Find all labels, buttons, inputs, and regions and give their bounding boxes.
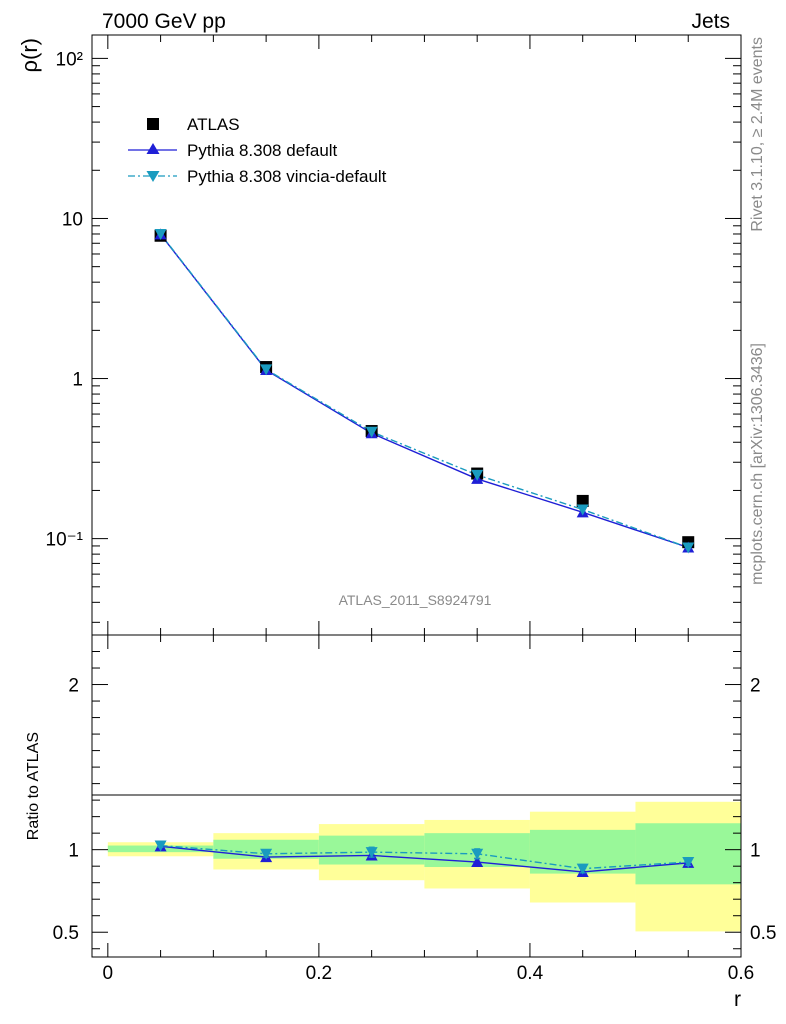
x-axis-label: r bbox=[734, 988, 741, 1011]
beam-title: 7000 GeV pp bbox=[102, 10, 226, 33]
ratio-line-0 bbox=[160, 845, 689, 873]
x-tick-label: 0.4 bbox=[517, 963, 544, 984]
pythia-vincia-point bbox=[682, 542, 695, 554]
ratio-pythia-default-point bbox=[471, 856, 484, 868]
ratio-y-tick-label-left: 0.5 bbox=[53, 923, 79, 944]
legend-label-pythia-default: Pythia 8.308 default bbox=[187, 141, 338, 160]
ratio-pythia-vincia-point bbox=[260, 848, 273, 860]
ratio-pythia-vincia-point bbox=[576, 863, 589, 875]
rivet-version-label: Rivet 3.1.10, ≥ 2.4M events bbox=[749, 37, 766, 232]
process-title: Jets bbox=[691, 10, 730, 33]
pythia-vincia-point bbox=[154, 228, 167, 240]
ratio-y-tick-label-right: 0.5 bbox=[750, 923, 776, 944]
x-tick-label: 0.2 bbox=[306, 963, 332, 984]
atlas-data-point bbox=[576, 494, 589, 507]
pythia-vincia-point bbox=[365, 426, 378, 438]
analysis-tag: ATLAS_2011_S8924791 bbox=[339, 592, 492, 608]
series-lines bbox=[160, 233, 689, 873]
ratio-y-tick-label-right: 2 bbox=[750, 676, 761, 697]
ratio-y-tick-label-left: 2 bbox=[68, 676, 79, 697]
pythia-vincia-point bbox=[576, 504, 589, 516]
legend-marker-pythia-vincia bbox=[146, 171, 160, 182]
main-line-2 bbox=[160, 233, 689, 549]
main-line-1 bbox=[160, 233, 689, 549]
ratio-y-tick-label-right: 1 bbox=[750, 841, 761, 862]
ratio-pythia-vincia-point bbox=[682, 857, 695, 869]
main-y-tick-label: 10⁻¹ bbox=[46, 530, 84, 551]
legend-marker-pythia-default bbox=[146, 143, 160, 154]
x-tick-label: 0.6 bbox=[728, 963, 754, 984]
legend-label-pythia-vincia: Pythia 8.308 vincia-default bbox=[187, 167, 387, 186]
main-y-tick-label: 1 bbox=[72, 370, 83, 391]
x-tick-label: 0 bbox=[103, 963, 114, 984]
mcplots-reference-label: mcplots.cern.ch [arXiv:1306.3436] bbox=[749, 343, 766, 585]
pythia-vincia-point bbox=[260, 364, 273, 376]
legend: ATLAS Pythia 8.308 default Pythia 8.308 … bbox=[128, 115, 387, 186]
ratio-pythia-vincia-point bbox=[154, 840, 167, 852]
main-y-tick-label: 10 bbox=[62, 209, 83, 230]
ratio-y-axis-label: Ratio to ATLAS bbox=[25, 732, 42, 840]
ratio-inner-band-5 bbox=[635, 823, 741, 885]
main-y-axis-label: ρ(r) bbox=[17, 38, 42, 73]
axis-ticks bbox=[92, 35, 742, 957]
axis-tick-labels: 0 0.2 0.4 0.6 10⁻¹ 1 10 10² 0.5 0.5 1 1 2 2 bbox=[46, 49, 777, 984]
main-y-tick-label: 10² bbox=[56, 49, 83, 70]
ratio-pythia-vincia-point bbox=[365, 847, 378, 859]
legend-marker-atlas bbox=[147, 118, 159, 130]
ratio-plot-frame bbox=[91, 634, 742, 958]
ratio-line-1 bbox=[160, 844, 689, 870]
ratio-pythia-vincia-point bbox=[471, 848, 484, 860]
series-markers bbox=[154, 228, 695, 877]
pythia-vincia-point bbox=[471, 469, 484, 481]
ratio-y-tick-label-left: 1 bbox=[68, 841, 79, 862]
legend-label-atlas: ATLAS bbox=[187, 115, 240, 134]
